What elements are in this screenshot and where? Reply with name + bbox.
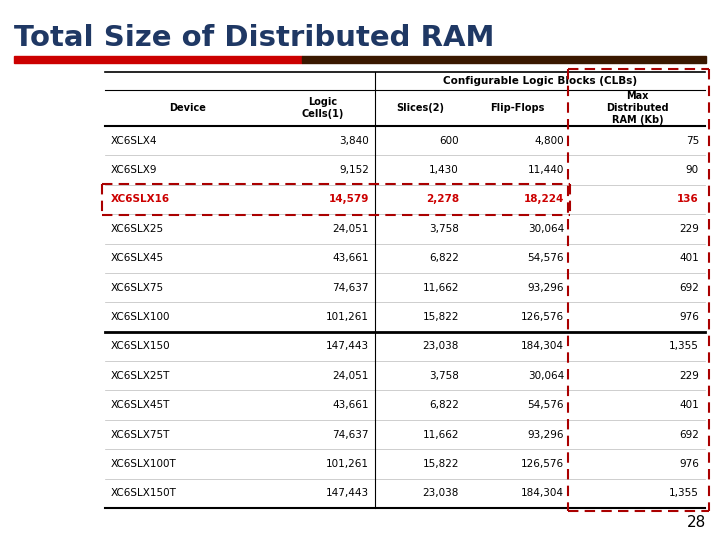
Text: XC6SLX45T: XC6SLX45T xyxy=(111,400,171,410)
Text: Flip-Flops: Flip-Flops xyxy=(490,103,545,113)
Text: 11,662: 11,662 xyxy=(423,429,459,440)
Text: 3,840: 3,840 xyxy=(339,136,369,146)
Text: Total Size of Distributed RAM: Total Size of Distributed RAM xyxy=(14,24,495,52)
Text: XC6SLX150: XC6SLX150 xyxy=(111,341,171,352)
Text: 184,304: 184,304 xyxy=(521,341,564,352)
Text: 9,152: 9,152 xyxy=(339,165,369,175)
Text: 93,296: 93,296 xyxy=(528,282,564,293)
Text: 126,576: 126,576 xyxy=(521,459,564,469)
Text: XC6SLX9: XC6SLX9 xyxy=(111,165,158,175)
Text: Device: Device xyxy=(169,103,206,113)
Text: 74,637: 74,637 xyxy=(333,282,369,293)
Text: 90: 90 xyxy=(686,165,699,175)
Text: 147,443: 147,443 xyxy=(326,488,369,498)
Text: 3,758: 3,758 xyxy=(429,371,459,381)
Text: 3,758: 3,758 xyxy=(429,224,459,234)
Text: 2,278: 2,278 xyxy=(426,194,459,205)
Text: 401: 401 xyxy=(679,253,699,263)
Text: 101,261: 101,261 xyxy=(326,312,369,322)
Text: 24,051: 24,051 xyxy=(333,371,369,381)
Text: XC6SLX100: XC6SLX100 xyxy=(111,312,171,322)
Text: 401: 401 xyxy=(679,400,699,410)
Text: 54,576: 54,576 xyxy=(528,400,564,410)
Bar xyxy=(302,56,706,63)
Text: 30,064: 30,064 xyxy=(528,224,564,234)
Text: 18,224: 18,224 xyxy=(523,194,564,205)
Text: 43,661: 43,661 xyxy=(333,400,369,410)
Text: 75: 75 xyxy=(685,136,699,146)
Text: 54,576: 54,576 xyxy=(528,253,564,263)
Text: 126,576: 126,576 xyxy=(521,312,564,322)
Text: Slices(2): Slices(2) xyxy=(396,103,444,113)
Text: 229: 229 xyxy=(679,371,699,381)
Text: 184,304: 184,304 xyxy=(521,488,564,498)
Text: XC6SLX45: XC6SLX45 xyxy=(111,253,164,263)
Text: Max
Distributed
RAM (Kb): Max Distributed RAM (Kb) xyxy=(606,91,669,125)
Text: 11,662: 11,662 xyxy=(423,282,459,293)
Text: 23,038: 23,038 xyxy=(423,341,459,352)
Text: 101,261: 101,261 xyxy=(326,459,369,469)
Text: XC6SLX25T: XC6SLX25T xyxy=(111,371,171,381)
Text: 1,430: 1,430 xyxy=(429,165,459,175)
Text: 24,051: 24,051 xyxy=(333,224,369,234)
Text: 600: 600 xyxy=(439,136,459,146)
Text: XC6SLX100T: XC6SLX100T xyxy=(111,459,176,469)
Text: 15,822: 15,822 xyxy=(423,459,459,469)
Text: Logic
Cells(1): Logic Cells(1) xyxy=(301,97,343,119)
Text: 692: 692 xyxy=(679,282,699,293)
Text: 692: 692 xyxy=(679,429,699,440)
Text: 976: 976 xyxy=(679,312,699,322)
Text: 976: 976 xyxy=(679,459,699,469)
Text: 6,822: 6,822 xyxy=(429,400,459,410)
Text: 30,064: 30,064 xyxy=(528,371,564,381)
Text: Configurable Logic Blocks (CLBs): Configurable Logic Blocks (CLBs) xyxy=(443,76,637,86)
Text: XC6SLX4: XC6SLX4 xyxy=(111,136,158,146)
Text: 14,579: 14,579 xyxy=(328,194,369,205)
Text: 229: 229 xyxy=(679,224,699,234)
Text: XC6SLX150T: XC6SLX150T xyxy=(111,488,177,498)
Text: 1,355: 1,355 xyxy=(669,488,699,498)
Text: 23,038: 23,038 xyxy=(423,488,459,498)
Text: 11,440: 11,440 xyxy=(528,165,564,175)
Text: 93,296: 93,296 xyxy=(528,429,564,440)
Text: XC6SLX16: XC6SLX16 xyxy=(111,194,170,205)
Text: 74,637: 74,637 xyxy=(333,429,369,440)
Text: 1,355: 1,355 xyxy=(669,341,699,352)
Text: 28: 28 xyxy=(687,515,706,530)
Bar xyxy=(14,56,302,63)
Text: 15,822: 15,822 xyxy=(423,312,459,322)
Text: 43,661: 43,661 xyxy=(333,253,369,263)
Text: 4,800: 4,800 xyxy=(534,136,564,146)
Text: 147,443: 147,443 xyxy=(326,341,369,352)
Text: XC6SLX25: XC6SLX25 xyxy=(111,224,164,234)
Text: XC6SLX75T: XC6SLX75T xyxy=(111,429,171,440)
Text: 136: 136 xyxy=(678,194,699,205)
Text: XC6SLX75: XC6SLX75 xyxy=(111,282,164,293)
Text: 6,822: 6,822 xyxy=(429,253,459,263)
